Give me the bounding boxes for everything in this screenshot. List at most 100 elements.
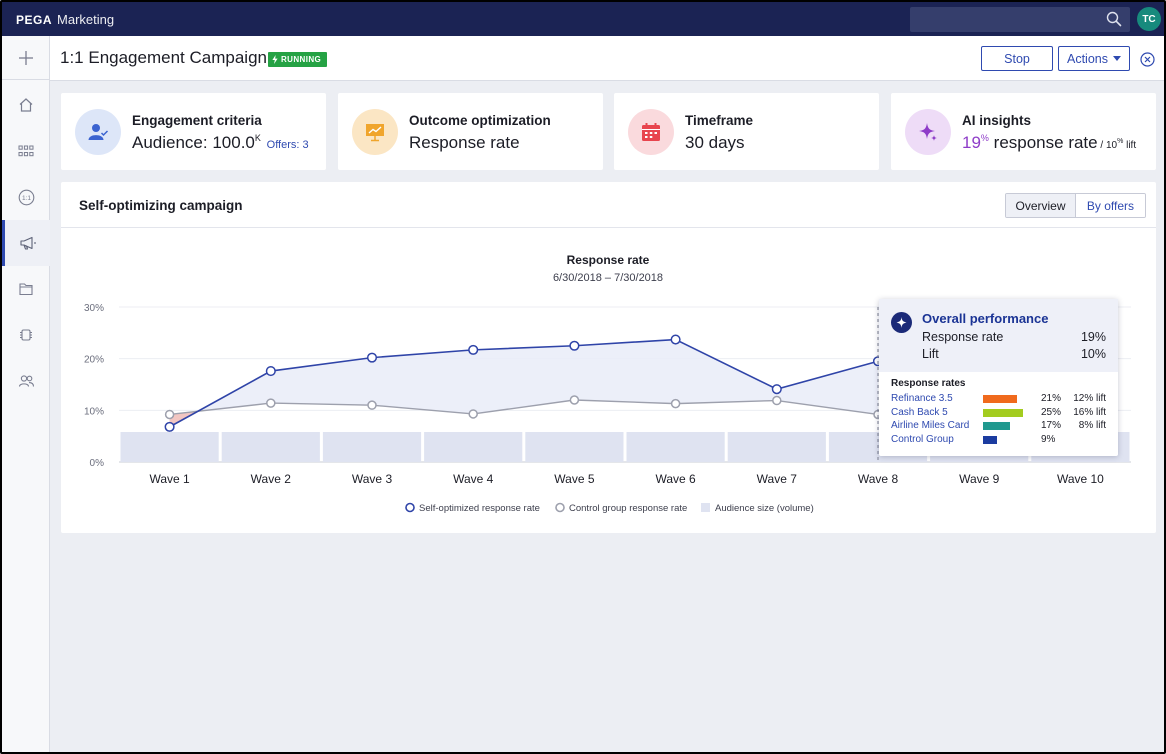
nav-processor[interactable] [2, 312, 50, 358]
legend-label-control-group: Control group response rate [569, 503, 687, 514]
performance-icon [891, 312, 912, 333]
offer-name-link[interactable]: Control Group [891, 433, 954, 445]
top-bar: PEGA Marketing TC [2, 2, 1164, 36]
audience-bar [727, 432, 826, 462]
add-button[interactable] [2, 36, 50, 80]
tab-by-offers[interactable]: By offers [1076, 194, 1145, 217]
status-label: RUNNING [281, 55, 322, 64]
nav-home[interactable] [2, 82, 50, 128]
insights-icon-badge [905, 109, 951, 155]
page-title: 1:1 Engagement Campaign [60, 48, 267, 67]
tooltip-response-label: Response rate [922, 330, 1004, 344]
status-badge: RUNNING [268, 52, 328, 67]
audience-icon-badge [75, 109, 121, 155]
self-optimized-point [265, 366, 276, 377]
audience-bar [120, 432, 219, 462]
stop-button[interactable]: Stop [981, 46, 1053, 71]
offer-name-link[interactable]: Cash Back 5 [891, 406, 948, 418]
self-optimized-point [366, 352, 378, 363]
timeframe-card[interactable]: Timeframe 30 days [614, 93, 879, 170]
chip-icon [20, 329, 32, 341]
x-tick-label: Wave 6 [655, 472, 696, 486]
insights-title: AI insights [962, 113, 1032, 128]
offer-name-link[interactable]: Airline Miles Card [891, 420, 970, 431]
campaign-icon [19, 236, 36, 250]
self-optimized-point [164, 421, 175, 432]
tooltip-header [879, 299, 1118, 372]
close-icon[interactable] [1140, 52, 1155, 67]
outcome-card[interactable]: Outcome optimization Response rate [338, 93, 603, 170]
offer-rate-bar [983, 422, 1011, 430]
audience-bar [221, 432, 320, 462]
timeframe-icon-badge [628, 109, 674, 155]
y-tick-label: 30% [84, 303, 104, 314]
audience-unit: K [254, 133, 261, 143]
legend-label-self-optimized: Self-optimized response rate [419, 503, 540, 514]
x-tick-label: Wave 8 [858, 472, 899, 486]
offers-link[interactable]: Offers: 3 [266, 139, 309, 151]
engagement-card[interactable]: Engagement criteria Audience: 100.0K Off… [61, 93, 326, 170]
offer-rate-value: 25% [1041, 406, 1062, 418]
tooltip-offer-row: Control Group 9% [891, 434, 1106, 447]
legend-marker-self-optimized [405, 502, 415, 513]
tooltip-title: Overall performance [922, 311, 1049, 326]
outcome-value: Response rate [409, 133, 520, 152]
engagement-title: Engagement criteria [132, 113, 262, 128]
y-tick-label: 20% [84, 355, 104, 366]
nav-people[interactable] [2, 358, 50, 404]
tooltip-offer-row: Cash Back 5 25% 16% lift [891, 407, 1106, 420]
ai-insights-card[interactable]: AI insights 19% response rate / 10% lift [891, 93, 1156, 170]
folders-icon [19, 283, 33, 296]
offer-rate-value: 9% [1041, 433, 1056, 445]
lightning-icon [272, 55, 278, 64]
x-tick-label: Wave 9 [959, 472, 1000, 486]
tooltip-subtitle: Response rates [891, 378, 966, 389]
avatar[interactable]: TC [1137, 7, 1161, 31]
offer-name-link[interactable]: Refinance 3.5 [891, 393, 953, 404]
control-group-point [266, 398, 276, 408]
control-group-point [569, 395, 580, 405]
offer-lift-value: 12% lift [1073, 393, 1106, 404]
control-group-point [772, 395, 782, 406]
search-icon[interactable] [1106, 11, 1122, 27]
control-group-point [670, 398, 681, 409]
control-group-line [169, 399, 879, 416]
search-input[interactable] [910, 7, 1130, 32]
chart-subtitle: 6/30/2018 – 7/30/2018 [553, 272, 663, 284]
x-tick-label: Wave 4 [453, 472, 494, 486]
panel-divider [61, 227, 1156, 228]
performance-tooltip: Overall performance Response rate 19% Li… [879, 299, 1118, 456]
self-optimized-point [468, 344, 479, 355]
one-to-one-icon: 1:1 [18, 189, 34, 205]
tooltip-offer-row: Refinance 3.5 21% 12% lift [891, 393, 1106, 406]
nav-apps[interactable] [2, 128, 50, 174]
offer-lift-value: 16% lift [1073, 406, 1106, 418]
insights-pct-unit: % [980, 133, 989, 143]
audience-bar [626, 432, 725, 462]
self-optimized-point [569, 340, 580, 351]
x-tick-label: Wave 1 [149, 472, 190, 486]
nav-folders[interactable] [2, 266, 50, 312]
actions-button[interactable]: Actions [1058, 46, 1130, 71]
offer-lift-value: 8% lift [1078, 420, 1106, 431]
insights-lift-suffix: lift [1123, 140, 1137, 151]
campaign-panel: Self-optimizing campaign Overview By off… [61, 182, 1156, 533]
tab-overview[interactable]: Overview [1006, 194, 1076, 217]
panel-title: Self-optimizing campaign [79, 198, 243, 213]
timeframe-value: 30 days [685, 133, 745, 152]
control-group-point [367, 400, 377, 410]
left-nav: 1:1 [2, 36, 50, 752]
brand[interactable]: PEGA Marketing [16, 12, 114, 27]
y-tick-label: 10% [84, 406, 104, 417]
insights-lift-pre: / 10 [1097, 140, 1118, 151]
home-icon [19, 98, 33, 112]
offer-rate-value: 17% [1041, 420, 1062, 431]
insights-lift: / 10% lift [1097, 138, 1137, 151]
audience-bar [525, 432, 624, 462]
x-tick-label: Wave 5 [554, 472, 595, 486]
nav-one-to-one[interactable]: 1:1 [2, 174, 50, 220]
insights-value: 19% response rate / 10% lift [962, 133, 1136, 153]
nav-campaigns[interactable] [2, 220, 50, 266]
presentation-chart-icon [366, 124, 384, 142]
